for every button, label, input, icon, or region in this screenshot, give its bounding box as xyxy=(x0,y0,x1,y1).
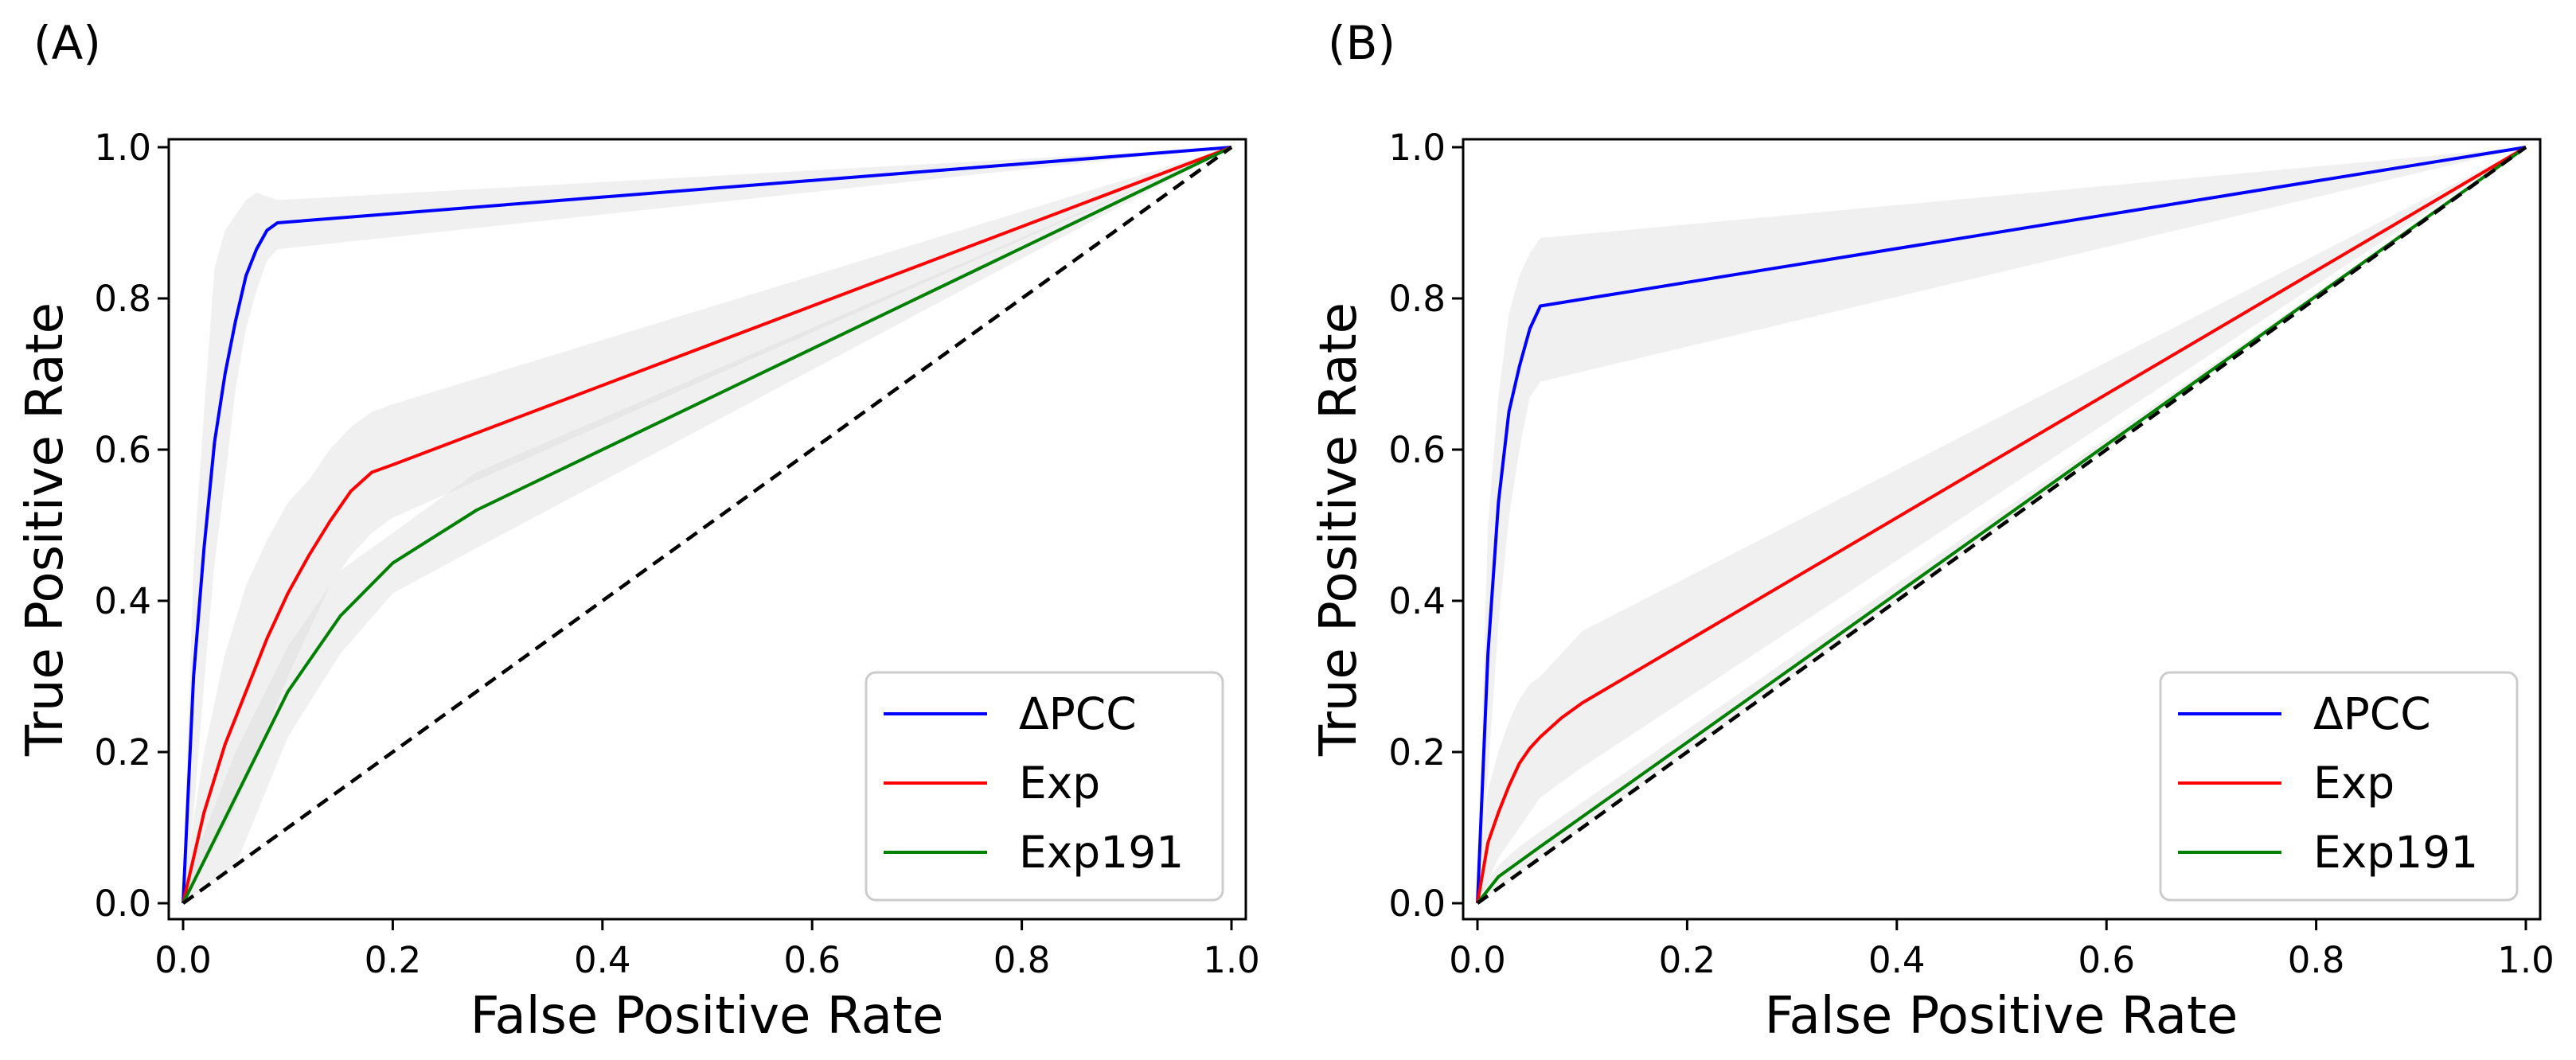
series-line-exp xyxy=(181,146,1232,904)
legend-frame xyxy=(2159,671,2519,902)
legend-entry-dpcc: ΔPCC xyxy=(2313,688,2431,739)
panel-b-lines xyxy=(1476,146,2527,905)
x-tick-label: 0.0 xyxy=(1449,939,1506,981)
series-line-chance xyxy=(1476,146,2527,905)
y-tick-label: 0.0 xyxy=(1388,883,1446,925)
panel-b-y-axis-label: True Positive Rate xyxy=(1309,302,1368,757)
panel-b-xticks: 0.0 0.2 0.4 0.6 0.8 1.0 xyxy=(1449,919,2555,981)
y-tick-label: 0.0 xyxy=(94,883,151,925)
x-tick-label: 0.8 xyxy=(2288,939,2345,981)
panel-a-label: (A) xyxy=(33,16,101,70)
panel-b-axes-frame xyxy=(1462,138,2542,921)
panel-a-axes-frame xyxy=(167,138,1247,921)
series-line-dpcc xyxy=(181,146,1232,904)
series-line-chance xyxy=(181,146,1233,905)
x-tick-label: 0.4 xyxy=(574,939,631,981)
panel-a-y-axis-label: True Positive Rate xyxy=(16,302,75,757)
panel-b-legend: ΔPCC Exp Exp191 xyxy=(2159,671,2519,902)
panel-a-x-axis-label: False Positive Rate xyxy=(470,987,944,1046)
y-tick-label: 0.8 xyxy=(94,278,151,320)
panel-b: (B) 0.0 0.2 0.4 0.6 0.8 1.0 0.0 0.2 0.4 0.6 0.8 1.… xyxy=(1309,16,2555,1046)
panel-a: (A) 0.0 0.2 0.4 0.6 0.8 1.0 0.0 0.2 0.4 0.6 0.8 1.… xyxy=(16,16,1260,1046)
series-line-dpcc xyxy=(1476,146,2527,904)
y-tick-label: 0.6 xyxy=(1388,429,1446,471)
x-tick-label: 1.0 xyxy=(2497,939,2555,981)
series-line-exp191 xyxy=(181,146,1232,904)
series-line-exp191 xyxy=(1476,146,2527,905)
y-tick-label: 0.6 xyxy=(94,429,151,471)
panel-a-lines xyxy=(181,146,1233,905)
legend-entry-exp: Exp xyxy=(1019,758,1100,809)
x-tick-label: 0.0 xyxy=(154,939,212,981)
y-tick-label: 1.0 xyxy=(1388,127,1446,169)
legend-entry-exp191: Exp191 xyxy=(2313,827,2478,878)
panel-b-x-axis-label: False Positive Rate xyxy=(1765,987,2238,1046)
x-tick-label: 0.8 xyxy=(993,939,1051,981)
y-tick-label: 0.2 xyxy=(1388,731,1446,774)
y-tick-label: 0.2 xyxy=(94,731,151,774)
panel-a-xticks: 0.0 0.2 0.4 0.6 0.8 1.0 xyxy=(154,919,1260,981)
y-tick-label: 1.0 xyxy=(94,127,151,169)
panel-a-yticks: 0.0 0.2 0.4 0.6 0.8 1.0 xyxy=(94,127,169,925)
x-tick-label: 0.2 xyxy=(1659,939,1716,981)
x-tick-label: 0.4 xyxy=(1868,939,1926,981)
legend-entry-exp: Exp xyxy=(2313,758,2395,809)
x-tick-label: 1.0 xyxy=(1203,939,1260,981)
legend-entry-dpcc: ΔPCC xyxy=(1019,688,1137,739)
legend-frame xyxy=(865,671,1224,902)
x-tick-label: 0.6 xyxy=(2078,939,2135,981)
y-tick-label: 0.4 xyxy=(94,580,151,622)
panel-b-yticks: 0.0 0.2 0.4 0.6 0.8 1.0 xyxy=(1388,127,1463,925)
y-tick-label: 0.4 xyxy=(1388,580,1446,622)
legend-entry-exp191: Exp191 xyxy=(1019,827,1184,878)
y-tick-label: 0.8 xyxy=(1388,278,1446,320)
x-tick-label: 0.2 xyxy=(365,939,422,981)
x-tick-label: 0.6 xyxy=(783,939,841,981)
series-line-exp xyxy=(1476,146,2527,904)
panel-b-label: (B) xyxy=(1328,16,1395,70)
panel-a-legend: ΔPCC Exp Exp191 xyxy=(865,671,1224,902)
